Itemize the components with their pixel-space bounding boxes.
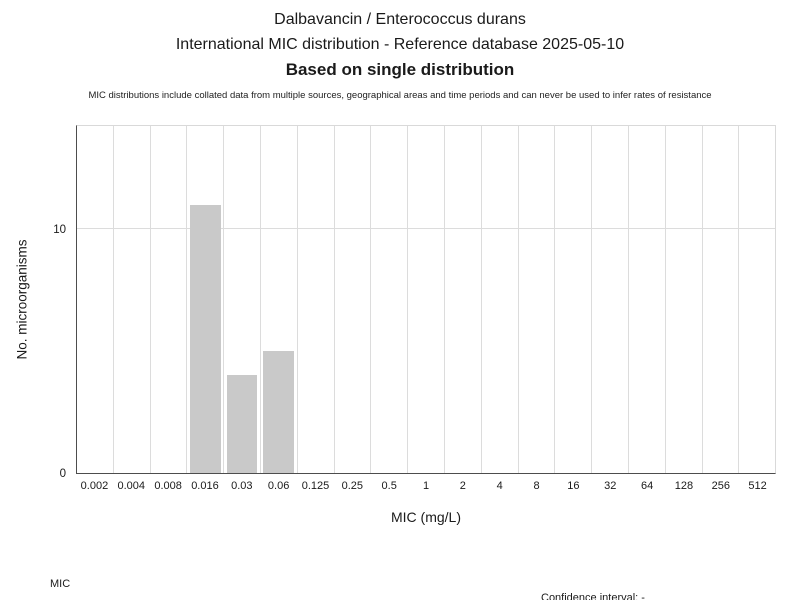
category-cell-8 xyxy=(517,126,555,473)
x-tick-label-0.016: 0.016 xyxy=(191,480,219,492)
x-tick-label-32: 32 xyxy=(604,480,617,492)
chart-title-distribution-type: Based on single distribution xyxy=(285,60,515,79)
category-cell-0.016 xyxy=(186,126,223,473)
category-cell-64 xyxy=(627,126,665,473)
x-tick-label-0.004: 0.004 xyxy=(117,480,146,492)
x-tick-label-8: 8 xyxy=(533,480,540,492)
category-cell-32 xyxy=(591,126,628,473)
category-cell-0.002 xyxy=(77,126,113,473)
x-axis-title: MIC (mg/L) xyxy=(391,509,461,525)
x-tick-label-2: 2 xyxy=(459,480,466,492)
category-cell-0.5 xyxy=(370,126,407,473)
category-cell-0.06 xyxy=(259,126,297,473)
category-cell-0.03 xyxy=(223,126,260,473)
gridline-y-10 xyxy=(77,227,775,229)
x-tick-label-16: 16 xyxy=(567,480,580,492)
y-tick-label-10: 10 xyxy=(53,223,66,236)
category-cell-16 xyxy=(554,126,591,473)
chart-title-organism: Dalbavancin / Enterococcus durans xyxy=(274,11,526,28)
category-cell-4 xyxy=(480,126,518,473)
chart-title-database: International MIC distribution - Referen… xyxy=(175,36,625,53)
x-tick-label-0.06: 0.06 xyxy=(267,480,290,492)
x-tick-label-0.5: 0.5 xyxy=(381,480,397,492)
category-cell-0.25 xyxy=(333,126,371,473)
footer-confidence-block: Confidence interval: - 20 observations xyxy=(541,563,645,600)
category-cell-512 xyxy=(738,126,775,473)
category-cell-1 xyxy=(407,126,444,473)
category-cell-0.125 xyxy=(296,126,334,473)
footer-mic-label: MIC xyxy=(50,578,71,590)
x-tick-label-0.002: 0.002 xyxy=(80,480,109,492)
x-tick-label-64: 64 xyxy=(640,480,654,492)
bar-0.06 xyxy=(263,350,295,473)
x-tick-label-0.125: 0.125 xyxy=(301,480,330,492)
x-tick-label-512: 512 xyxy=(748,480,767,492)
category-cell-0.008 xyxy=(149,126,187,473)
x-tick-label-1: 1 xyxy=(422,480,430,492)
x-tick-label-0.008: 0.008 xyxy=(154,480,182,492)
x-tick-label-256: 256 xyxy=(711,480,730,492)
bar-0.03 xyxy=(226,375,258,473)
y-tick-label-0: 0 xyxy=(59,468,66,480)
x-tick-labels: 0.002 0.004 0.008 0.016 0.03 0.06 0.125 0.25 0.5… xyxy=(76,480,776,492)
plot-cells xyxy=(77,126,775,473)
category-cell-2 xyxy=(443,126,481,473)
disclaimer-text: MIC distributions include collated data … xyxy=(88,90,712,101)
category-cell-0.004 xyxy=(112,126,150,473)
category-cell-256 xyxy=(701,126,739,473)
plot-area xyxy=(76,125,776,474)
x-tick-label-4: 4 xyxy=(496,480,503,492)
bar-0.016 xyxy=(189,204,221,473)
x-tick-label-0.25: 0.25 xyxy=(341,480,364,492)
category-cell-128 xyxy=(664,126,702,473)
chart-header: Dalbavancin / Enterococcus durans Intern… xyxy=(0,7,800,83)
footer-ecoff-block: MIC Epidemiological cut-off (ECOFF): - W… xyxy=(50,549,218,600)
y-axis-title: No. microorganisms xyxy=(14,239,30,360)
x-tick-label-0.03: 0.03 xyxy=(231,480,253,492)
footer-confidence-interval: Confidence interval: - xyxy=(541,592,645,600)
x-tick-label-128: 128 xyxy=(674,480,694,492)
